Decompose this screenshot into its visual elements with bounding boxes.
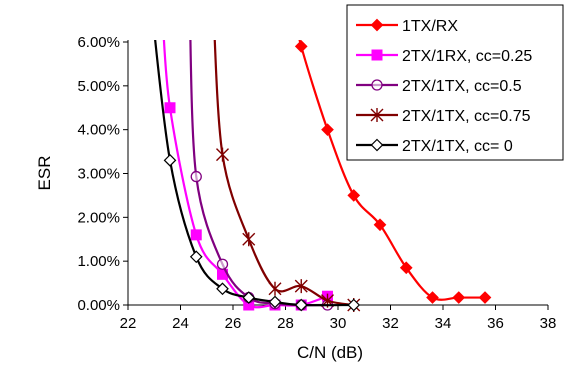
data-point: [268, 295, 282, 309]
y-tick-label: 0.00%: [77, 297, 120, 314]
legend-entry: 2TX/1TX, cc=0.5: [356, 78, 522, 95]
x-tick-label: 28: [277, 315, 294, 332]
legend-marker: [371, 49, 383, 61]
x-tick-label: 34: [435, 315, 452, 332]
legend-box: [346, 4, 564, 161]
legend-entry: 2TX/1TX, cc= 0: [356, 138, 513, 155]
data-point: [347, 189, 361, 202]
series-layer: [154, 40, 492, 312]
legend-label: 1TX/RX: [402, 18, 458, 35]
data-point: [189, 250, 203, 264]
series-line: [154, 40, 354, 307]
data-point: [452, 291, 466, 304]
data-point: [216, 258, 229, 270]
x-tick-label: 30: [330, 315, 347, 332]
legend-label: 2TX/1TX, cc=0.5: [402, 78, 522, 95]
legend-entry: 1TX/RX: [356, 18, 458, 35]
data-point: [190, 229, 202, 241]
legend-marker: [370, 138, 384, 152]
series-1: [294, 40, 492, 304]
data-point: [373, 218, 387, 232]
data-point: [478, 291, 492, 304]
data-point: [294, 298, 308, 312]
data-point: [268, 281, 282, 296]
data-point: [294, 40, 308, 53]
legend-marker: [371, 79, 383, 91]
data-point: [163, 154, 177, 167]
legend-label: 2TX/1RX, cc=0.25: [402, 48, 532, 65]
x-tick-label: 22: [120, 315, 137, 332]
data-point: [347, 298, 361, 312]
data-point: [242, 291, 256, 304]
data-point: [216, 282, 229, 296]
x-tick-label: 24: [172, 315, 189, 332]
x-tick-label: 32: [382, 315, 399, 332]
legend-entry: 2TX/1RX, cc=0.25: [356, 48, 532, 65]
data-point: [426, 291, 439, 304]
legend-label: 2TX/1TX, cc= 0: [402, 138, 513, 155]
series-line: [213, 40, 354, 307]
data-point: [321, 123, 334, 137]
legend-marker: [370, 18, 384, 32]
y-tick-label: 1.00%: [77, 253, 120, 270]
legend-entry: 2TX/1TX, cc=0.75: [356, 108, 531, 125]
x-tick-label: 26: [225, 315, 242, 332]
y-tick-label: 3.00%: [77, 166, 120, 183]
y-tick-label: 5.00%: [77, 78, 120, 95]
x-tick-label: 38: [540, 315, 557, 332]
data-point: [216, 147, 229, 162]
legend: 1TX/RX 2TX/1RX, cc=0.25 2TX/1TX, cc=0.5 2TX…: [346, 4, 564, 161]
x-axis-title: C/N (dB): [297, 343, 363, 362]
y-axis-title: ESR: [35, 156, 54, 191]
legend-marker: [370, 108, 384, 122]
y-tick-label: 6.00%: [77, 34, 120, 51]
axes: 0.00% 1.00% 2.00% 3.00% 4.00% 5.00% 6.00% 22 24 2…: [77, 34, 556, 332]
x-tick-label: 36: [487, 315, 504, 332]
legend-label: 2TX/1TX, cc=0.75: [402, 108, 531, 125]
y-tick-label: 2.00%: [77, 209, 120, 226]
series-2: [162, 40, 333, 311]
y-tick-label: 4.00%: [77, 122, 120, 139]
data-point: [242, 232, 256, 247]
series-5: [154, 40, 361, 312]
data-point: [164, 102, 176, 114]
data-point: [190, 170, 202, 183]
data-point: [399, 261, 413, 275]
series-3: [189, 40, 334, 311]
data-point: [294, 279, 308, 294]
